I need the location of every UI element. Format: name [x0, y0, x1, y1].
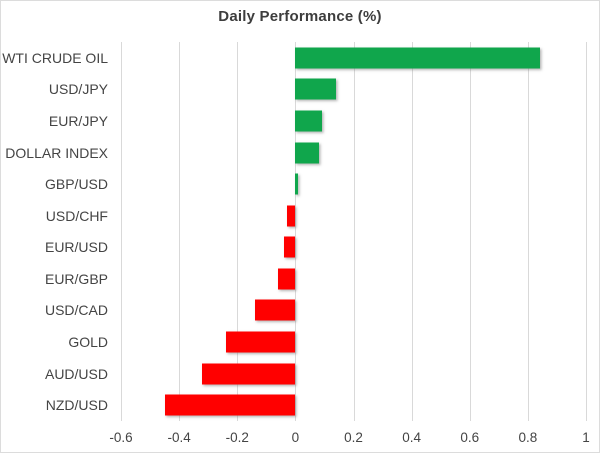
x-tick-label: 0 [291, 430, 300, 445]
x-tick-label: 0.4 [402, 430, 422, 445]
gridline [411, 42, 413, 421]
category-label: USD/CAD [44, 302, 108, 319]
category-label: WTI CRUDE OIL [2, 49, 108, 66]
bar-gold [225, 331, 296, 353]
gridline [469, 42, 471, 421]
plot-area [121, 42, 587, 421]
gridline [527, 42, 529, 421]
x-tick-label: -0.6 [109, 430, 133, 445]
x-tick-label: -0.4 [167, 430, 191, 445]
category-axis: WTI CRUDE OIL USD/JPY EUR/JPY DOLLAR INDEX G… [1, 42, 108, 421]
bar-aud-usd [202, 363, 296, 385]
category-label: EUR/JPY [48, 112, 108, 129]
x-tick-label: 0.6 [460, 430, 480, 445]
x-tick-label: 1 [582, 430, 590, 445]
gridline [121, 42, 122, 421]
category-label: USD/JPY [48, 81, 108, 98]
bar-eur-jpy [295, 110, 322, 132]
category-label: GBP/USD [44, 176, 108, 193]
bar-eur-usd [283, 236, 296, 258]
bar-usd-chf [286, 205, 296, 227]
x-axis-labels: -0.6 -0.4 -0.2 0 0.2 0.4 0.6 0.8 1 [109, 430, 589, 446]
bar-gbp-usd [295, 173, 299, 195]
category-label: EUR/USD [44, 239, 108, 256]
x-tick-label: 0.8 [518, 430, 538, 445]
category-label: GOLD [68, 333, 108, 350]
gridline [295, 42, 297, 421]
bar-wti-crude-oil [295, 47, 540, 69]
x-tick-label: -0.2 [225, 430, 249, 445]
category-label: NZD/USD [45, 397, 108, 414]
bar-usd-jpy [295, 78, 337, 100]
category-label: AUD/USD [44, 365, 108, 382]
bar-usd-cad [254, 299, 296, 321]
gridline [586, 42, 587, 421]
gridline [353, 42, 355, 421]
bar-dollar-index [295, 142, 319, 164]
gridline [179, 42, 181, 421]
category-label: EUR/GBP [44, 270, 108, 287]
bar-nzd-usd [164, 394, 296, 416]
category-label: USD/CHF [45, 207, 108, 224]
chart-title: Daily Performance (%) [218, 8, 382, 25]
bar-eur-gbp [277, 268, 296, 290]
gridline [237, 42, 239, 421]
category-label: DOLLAR INDEX [5, 144, 108, 161]
x-tick-label: 0.2 [344, 430, 363, 445]
